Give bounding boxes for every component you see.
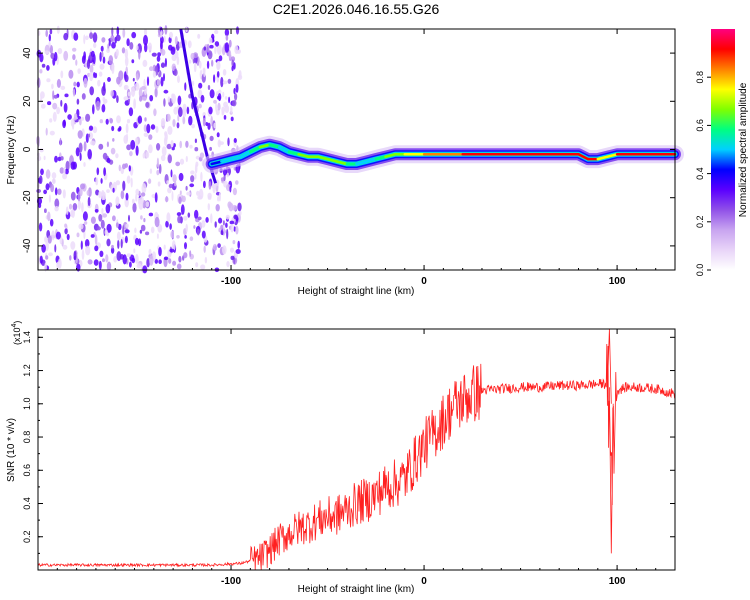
spectrogram-noise-region — [36, 25, 243, 274]
snr-xtick-label: 100 — [609, 576, 626, 587]
ridge-segment — [287, 150, 300, 156]
colorbar-tick-label: 0.2 — [695, 216, 705, 229]
snr-panel: -100 0 100 0.2 0.4 0.6 0.8 1.0 1.2 1.4 Height of … — [6, 321, 676, 595]
ridge-segment — [326, 157, 339, 163]
snr-xtick-label: 0 — [421, 576, 427, 587]
colorbar-label: Normalized spectral amplitude — [738, 82, 749, 217]
spectrogram-ytick-label: 40 — [22, 47, 33, 59]
snr-ytick-label: 1.0 — [22, 398, 32, 411]
colorbar-tick-label: 0.8 — [695, 71, 705, 84]
ridge-segment — [210, 160, 223, 166]
snr-xlabel: Height of straight line (km) — [298, 584, 415, 595]
spectrogram-ytick-label: 20 — [22, 95, 33, 107]
spectrogram-ridge — [202, 135, 684, 173]
snr-ylabel: SNR (10 * v/v) — [6, 418, 17, 482]
ridge-segment — [239, 150, 252, 158]
spectrogram-ytick-label: 0 — [22, 146, 33, 152]
snr-ytick-label: 1.2 — [22, 364, 32, 377]
spectrogram-xtick-label: -100 — [221, 276, 241, 287]
ridge-segment — [278, 145, 291, 154]
colorbar-ticks: 0.0 0.2 0.4 0.6 0.8 — [695, 71, 711, 276]
ridge-segment — [596, 155, 609, 161]
ridge-segment — [335, 160, 349, 166]
spectrogram-ytick-label: -20 — [22, 190, 33, 205]
snr-plot-area — [38, 329, 675, 570]
snr-ytick-label: 0.6 — [22, 464, 32, 477]
spectrogram-xtick-label: 0 — [421, 276, 427, 287]
spectrogram-ylabel: Frequency (Hz) — [6, 116, 17, 185]
ridge-segment — [364, 157, 378, 163]
ridge-segment — [384, 153, 397, 158]
colorbar-scale — [711, 29, 735, 270]
ridge-segment — [606, 153, 619, 158]
snr-frame — [37, 328, 676, 571]
spectrogram-xlabel: Height of straight line (km) — [298, 286, 415, 297]
snr-ytick-label: 0.2 — [22, 531, 32, 544]
ridge-segment — [577, 153, 590, 161]
snr-y-multiplier: (x104) — [11, 321, 22, 345]
snr-ytick-label: 0.4 — [22, 497, 32, 510]
snr-xtick-label: -100 — [221, 576, 241, 587]
spectrogram-ytick-label: -40 — [22, 238, 33, 253]
snr-axes: -100 0 100 0.2 0.4 0.6 0.8 1.0 1.2 1.4 — [22, 329, 676, 587]
ridge-segment — [297, 153, 310, 158]
spectrogram-frame — [37, 28, 676, 271]
snr-ytick-label: 0.8 — [22, 431, 32, 444]
spectrogram-panel: -100 0 100 -40 -20 0 20 40 Height of straight l… — [6, 25, 684, 297]
ridge-segment — [374, 155, 387, 161]
ridge-segment — [249, 145, 262, 154]
figure-title: C2E1.2026.046.16.55.G26 — [273, 1, 440, 17]
ridge-segment — [229, 155, 242, 161]
colorbar-tick-label: 0.0 — [695, 264, 705, 277]
spectrogram-xtick-label: 100 — [609, 276, 626, 287]
ridge-segment — [268, 143, 281, 149]
ridge-segment — [316, 155, 329, 161]
colorbar-tick-label: 0.6 — [695, 119, 705, 132]
ridge-segment — [220, 157, 233, 163]
colorbar-tick-label: 0.4 — [695, 167, 705, 180]
colorbar: 0.0 0.2 0.4 0.6 0.8 Normalized spectral ampl… — [695, 29, 749, 276]
snr-ytick-label: 1.4 — [22, 331, 32, 344]
ridge-segment — [258, 143, 271, 149]
ridge-segment — [355, 160, 368, 166]
